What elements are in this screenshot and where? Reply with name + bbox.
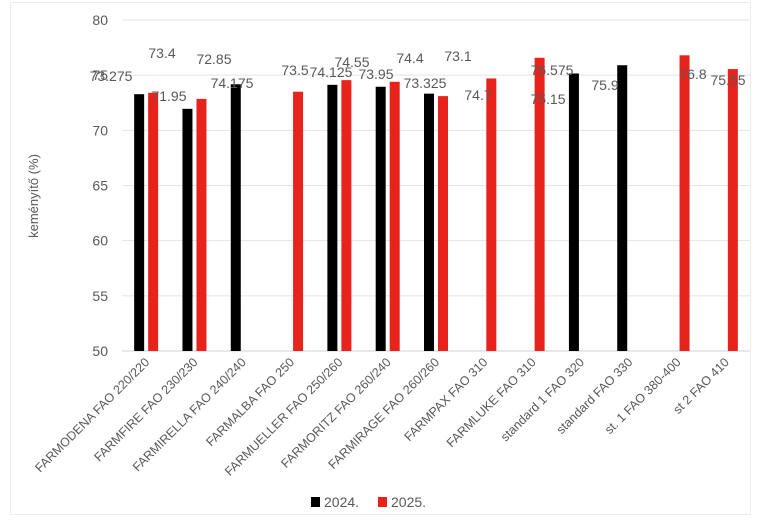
- bar-2024-9: [568, 73, 579, 352]
- bars: [134, 55, 738, 352]
- bar-2025-8: [534, 57, 545, 352]
- data-label: 76.575: [531, 62, 574, 78]
- legend-swatch-2024: [311, 497, 320, 507]
- data-label: 73.4: [148, 45, 175, 61]
- data-label: 74.125: [310, 64, 353, 80]
- legend-label-2025: 2025.: [391, 494, 426, 510]
- bar-2024-6: [424, 93, 434, 352]
- data-label: 75.55: [710, 72, 745, 88]
- legend-swatch-2025: [378, 497, 387, 507]
- data-labels: 73.275 71.95 74.175 74.125 73.95 73.325 75.15 7…: [90, 45, 746, 107]
- y-axis-ticks: 50 55 60 65 70 75 80: [92, 12, 108, 359]
- bar-2024-4: [327, 84, 338, 351]
- bar-2025-12: [727, 69, 738, 352]
- bar-2024-2: [230, 84, 241, 351]
- gridlines: [122, 19, 750, 352]
- y-tick-label: 75: [92, 67, 108, 83]
- data-label: 71.95: [151, 88, 186, 104]
- bar-2024-1: [182, 108, 193, 352]
- bar-2025-4: [341, 80, 352, 352]
- bar-2025-11: [679, 55, 690, 351]
- y-tick-label: 50: [92, 343, 108, 359]
- data-label: 73.275: [90, 68, 133, 84]
- bar-2025-5: [389, 81, 400, 351]
- data-label: 74.55: [334, 54, 369, 70]
- y-tick-label: 60: [92, 233, 108, 249]
- y-tick-label: 65: [92, 178, 108, 194]
- data-label: 76.8: [679, 66, 706, 82]
- data-label: 75.15: [530, 91, 565, 107]
- bar-2024-10: [617, 65, 628, 351]
- bar-2025-1: [196, 98, 207, 351]
- x-tick-label: FARMALBA FAO 250: [203, 355, 297, 449]
- data-label: 73.5: [281, 62, 308, 78]
- data-label: 73.325: [404, 75, 447, 91]
- bar-2025-0: [148, 92, 159, 351]
- bar-2025-3: [293, 91, 304, 351]
- data-label: 74.175: [211, 75, 254, 91]
- data-label: 72.85: [196, 51, 231, 67]
- data-label: 74.4: [396, 50, 423, 66]
- data-label: 74.7: [464, 87, 491, 103]
- data-label: 73.95: [358, 66, 393, 82]
- data-label: 73.1: [444, 48, 471, 64]
- bar-2025-7: [486, 78, 497, 351]
- x-tick-label: FARMLUKE FAO 310: [444, 355, 539, 450]
- y-tick-label: 55: [92, 288, 108, 304]
- bar-2025-6: [438, 96, 448, 351]
- y-tick-label: 80: [92, 12, 108, 28]
- bar-2024-5: [375, 86, 386, 352]
- legend: 2024. 2025.: [311, 494, 426, 510]
- data-label: 75.9: [591, 77, 618, 93]
- y-axis-label: keményítő (%): [26, 154, 41, 238]
- x-tick-label: FARMPAX FAO 310: [402, 355, 491, 444]
- y-tick-label: 70: [92, 122, 108, 138]
- legend-label-2024: 2024.: [324, 494, 359, 510]
- bar-2024-0: [134, 94, 145, 352]
- x-tick-label: standard 1 FAO 320: [498, 355, 587, 444]
